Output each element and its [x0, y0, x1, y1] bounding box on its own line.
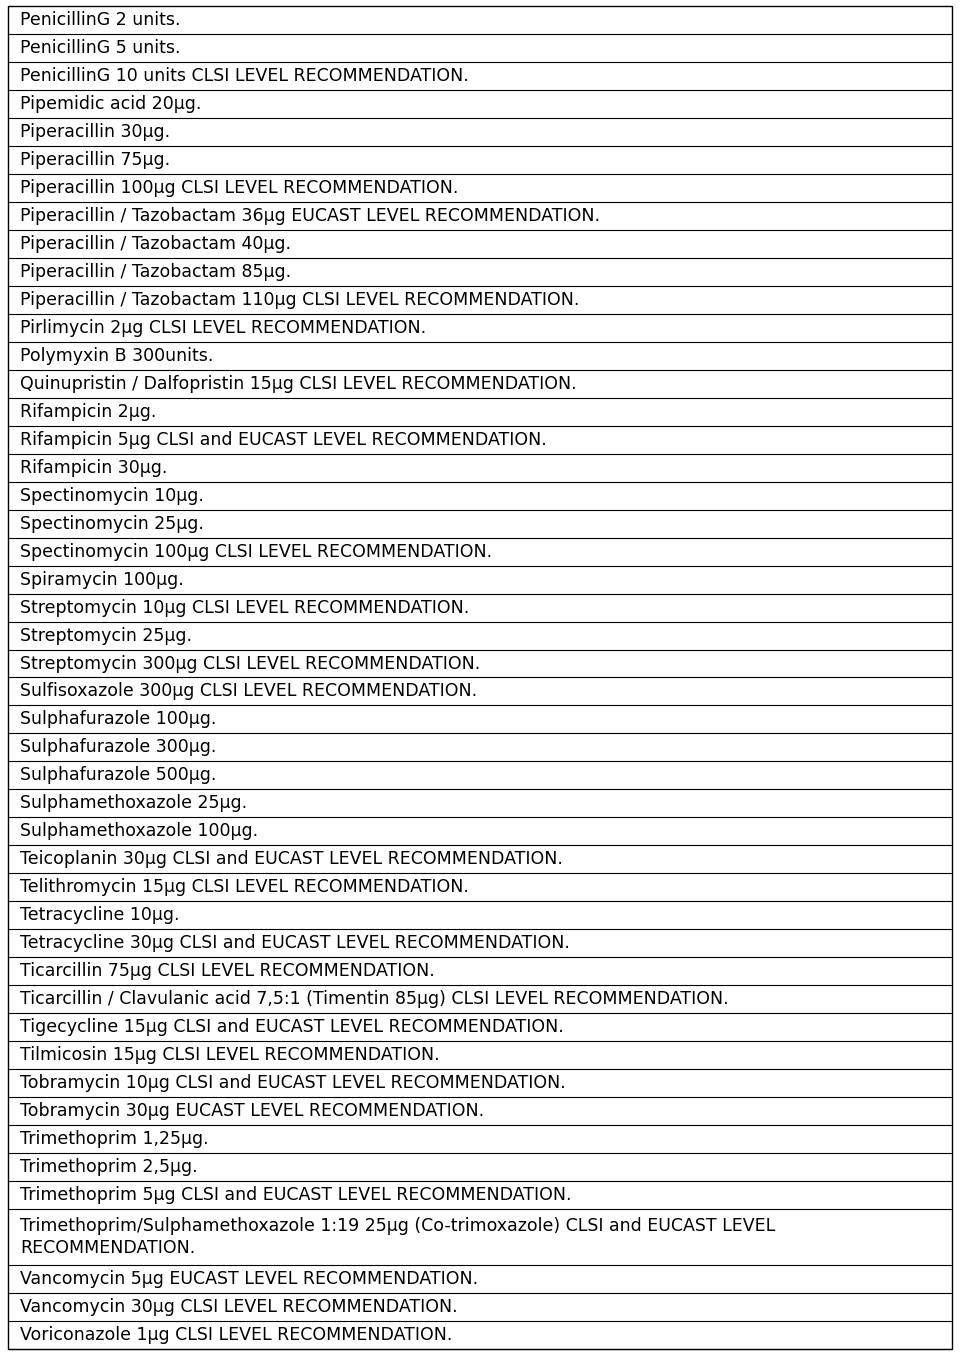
- Text: Pirlimycin 2μg CLSI LEVEL RECOMMENDATION.: Pirlimycin 2μg CLSI LEVEL RECOMMENDATION…: [20, 318, 426, 337]
- Text: Sulphafurazole 300μg.: Sulphafurazole 300μg.: [20, 738, 216, 756]
- Text: Spectinomycin 10μg.: Spectinomycin 10μg.: [20, 486, 204, 504]
- Text: Tetracycline 30μg CLSI and EUCAST LEVEL RECOMMENDATION.: Tetracycline 30μg CLSI and EUCAST LEVEL …: [20, 935, 570, 953]
- Text: Teicoplanin 30μg CLSI and EUCAST LEVEL RECOMMENDATION.: Teicoplanin 30μg CLSI and EUCAST LEVEL R…: [20, 851, 563, 869]
- Text: Sulfisoxazole 300μg CLSI LEVEL RECOMMENDATION.: Sulfisoxazole 300μg CLSI LEVEL RECOMMEND…: [20, 683, 477, 701]
- Text: Rifampicin 2μg.: Rifampicin 2μg.: [20, 402, 156, 420]
- Text: PenicillinG 5 units.: PenicillinG 5 units.: [20, 39, 180, 57]
- Text: Quinupristin / Dalfopristin 15μg CLSI LEVEL RECOMMENDATION.: Quinupristin / Dalfopristin 15μg CLSI LE…: [20, 375, 577, 393]
- Text: Piperacillin 100μg CLSI LEVEL RECOMMENDATION.: Piperacillin 100μg CLSI LEVEL RECOMMENDA…: [20, 179, 458, 196]
- Text: Sulphamethoxazole 100μg.: Sulphamethoxazole 100μg.: [20, 822, 258, 840]
- Text: Vancomycin 30μg CLSI LEVEL RECOMMENDATION.: Vancomycin 30μg CLSI LEVEL RECOMMENDATIO…: [20, 1298, 458, 1316]
- Text: Ticarcillin 75μg CLSI LEVEL RECOMMENDATION.: Ticarcillin 75μg CLSI LEVEL RECOMMENDATI…: [20, 962, 435, 980]
- Text: Voriconazole 1μg CLSI LEVEL RECOMMENDATION.: Voriconazole 1μg CLSI LEVEL RECOMMENDATI…: [20, 1327, 452, 1344]
- Text: Streptomycin 10μg CLSI LEVEL RECOMMENDATION.: Streptomycin 10μg CLSI LEVEL RECOMMENDAT…: [20, 599, 469, 617]
- Text: Piperacillin / Tazobactam 40μg.: Piperacillin / Tazobactam 40μg.: [20, 234, 291, 253]
- Text: Spectinomycin 25μg.: Spectinomycin 25μg.: [20, 515, 204, 533]
- Text: Vancomycin 5μg EUCAST LEVEL RECOMMENDATION.: Vancomycin 5μg EUCAST LEVEL RECOMMENDATI…: [20, 1270, 478, 1289]
- Text: Telithromycin 15μg CLSI LEVEL RECOMMENDATION.: Telithromycin 15μg CLSI LEVEL RECOMMENDA…: [20, 878, 468, 897]
- Text: Rifampicin 5μg CLSI and EUCAST LEVEL RECOMMENDATION.: Rifampicin 5μg CLSI and EUCAST LEVEL REC…: [20, 431, 547, 449]
- Text: Piperacillin 30μg.: Piperacillin 30μg.: [20, 123, 170, 141]
- Text: PenicillinG 2 units.: PenicillinG 2 units.: [20, 11, 180, 28]
- Text: Sulphafurazole 100μg.: Sulphafurazole 100μg.: [20, 710, 216, 729]
- Text: Trimethoprim/Sulphamethoxazole 1:19 25μg (Co-trimoxazole) CLSI and EUCAST LEVEL
: Trimethoprim/Sulphamethoxazole 1:19 25μg…: [20, 1217, 776, 1257]
- Text: Ticarcillin / Clavulanic acid 7,5:1 (Timentin 85μg) CLSI LEVEL RECOMMENDATION.: Ticarcillin / Clavulanic acid 7,5:1 (Tim…: [20, 991, 729, 1008]
- Text: Sulphafurazole 500μg.: Sulphafurazole 500μg.: [20, 767, 216, 785]
- Text: Trimethoprim 5μg CLSI and EUCAST LEVEL RECOMMENDATION.: Trimethoprim 5μg CLSI and EUCAST LEVEL R…: [20, 1186, 571, 1205]
- Text: Spectinomycin 100μg CLSI LEVEL RECOMMENDATION.: Spectinomycin 100μg CLSI LEVEL RECOMMEND…: [20, 542, 492, 561]
- Text: Rifampicin 30μg.: Rifampicin 30μg.: [20, 458, 167, 477]
- Text: Polymyxin B 300units.: Polymyxin B 300units.: [20, 347, 213, 364]
- Text: Tilmicosin 15μg CLSI LEVEL RECOMMENDATION.: Tilmicosin 15μg CLSI LEVEL RECOMMENDATIO…: [20, 1046, 440, 1064]
- Text: Tobramycin 30μg EUCAST LEVEL RECOMMENDATION.: Tobramycin 30μg EUCAST LEVEL RECOMMENDAT…: [20, 1102, 484, 1121]
- Text: Trimethoprim 1,25μg.: Trimethoprim 1,25μg.: [20, 1130, 208, 1148]
- Text: Tobramycin 10μg CLSI and EUCAST LEVEL RECOMMENDATION.: Tobramycin 10μg CLSI and EUCAST LEVEL RE…: [20, 1075, 565, 1092]
- Text: Piperacillin / Tazobactam 110μg CLSI LEVEL RECOMMENDATION.: Piperacillin / Tazobactam 110μg CLSI LEV…: [20, 291, 580, 309]
- Text: Piperacillin 75μg.: Piperacillin 75μg.: [20, 150, 170, 169]
- Text: Sulphamethoxazole 25μg.: Sulphamethoxazole 25μg.: [20, 794, 247, 813]
- Text: Pipemidic acid 20μg.: Pipemidic acid 20μg.: [20, 95, 202, 112]
- Text: Tigecycline 15μg CLSI and EUCAST LEVEL RECOMMENDATION.: Tigecycline 15μg CLSI and EUCAST LEVEL R…: [20, 1018, 564, 1037]
- Text: Streptomycin 300μg CLSI LEVEL RECOMMENDATION.: Streptomycin 300μg CLSI LEVEL RECOMMENDA…: [20, 654, 480, 672]
- Text: Piperacillin / Tazobactam 36μg EUCAST LEVEL RECOMMENDATION.: Piperacillin / Tazobactam 36μg EUCAST LE…: [20, 207, 600, 225]
- Text: PenicillinG 10 units CLSI LEVEL RECOMMENDATION.: PenicillinG 10 units CLSI LEVEL RECOMMEN…: [20, 66, 468, 85]
- Text: Piperacillin / Tazobactam 85μg.: Piperacillin / Tazobactam 85μg.: [20, 263, 291, 280]
- Text: Trimethoprim 2,5μg.: Trimethoprim 2,5μg.: [20, 1159, 198, 1176]
- Text: Spiramycin 100μg.: Spiramycin 100μg.: [20, 570, 183, 588]
- Text: Streptomycin 25μg.: Streptomycin 25μg.: [20, 626, 192, 645]
- Text: Tetracycline 10μg.: Tetracycline 10μg.: [20, 906, 180, 924]
